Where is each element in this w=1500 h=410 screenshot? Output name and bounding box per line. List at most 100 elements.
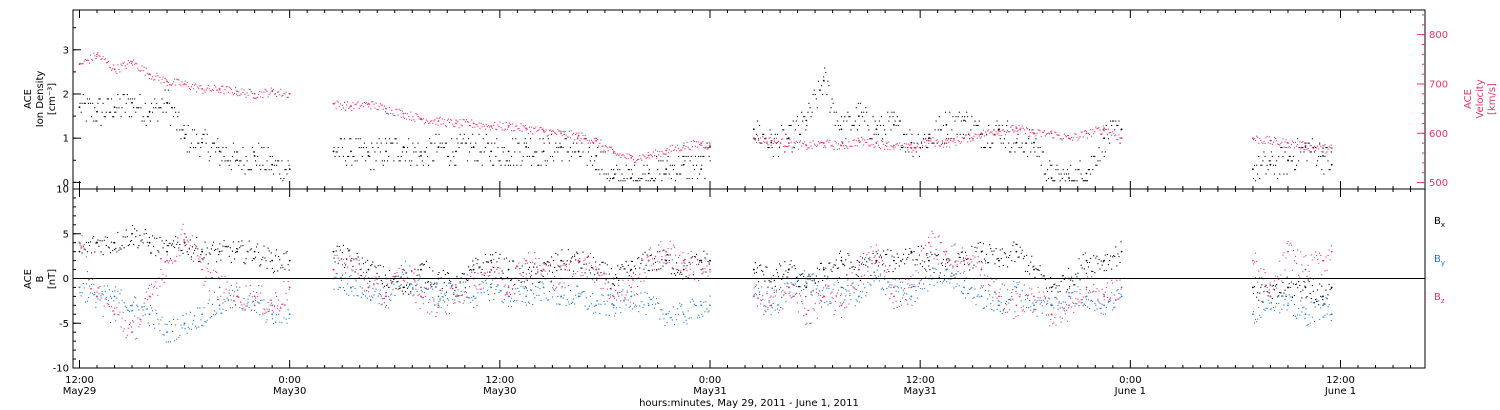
data-dot-velocity (494, 121, 496, 123)
data-point-ion-density (700, 168, 703, 171)
data-dot-bx (112, 250, 114, 252)
data-dot-velocity (242, 91, 244, 93)
data-dot-ion-density (1059, 180, 1061, 182)
data-dot-ion-density (965, 120, 967, 122)
data-dot-bx (176, 243, 178, 245)
data-dot-velocity (103, 59, 105, 61)
data-dot-bz (610, 288, 612, 290)
data-dot-velocity (373, 103, 375, 105)
data-dot-by (573, 298, 575, 300)
data-dot-bx (506, 277, 508, 279)
data-dot-bz (449, 313, 451, 315)
data-dot-bx (386, 285, 388, 287)
data-dot-bx (377, 265, 379, 267)
data-dot-bx (264, 257, 266, 259)
data-dot-by (246, 305, 248, 307)
data-dot-bz (848, 303, 850, 305)
data-dot-by (908, 287, 910, 289)
data-dot-velocity (1091, 135, 1093, 137)
data-dot-bx (917, 245, 919, 247)
data-dot-by (466, 296, 468, 298)
data-dot-ion-density (873, 133, 875, 135)
data-dot-bz (551, 281, 553, 283)
data-dot-velocity (858, 141, 860, 143)
data-point-bz (525, 259, 527, 262)
data-dot-velocity (87, 59, 89, 61)
data-dot-ion-density (232, 142, 234, 144)
data-dot-by (391, 293, 393, 295)
data-dot-bx (1054, 283, 1056, 285)
data-dot-ion-density (940, 129, 942, 131)
data-dot-velocity (102, 56, 104, 58)
data-point-ion-density (1085, 172, 1088, 175)
data-dot-bz (208, 290, 210, 292)
data-dot-velocity (996, 133, 998, 135)
data-dot-bx (563, 263, 565, 265)
data-point-velocity (998, 129, 1000, 132)
data-dot-ion-density (1074, 180, 1076, 182)
data-dot-velocity (909, 144, 911, 146)
data-dot-bx (919, 263, 921, 265)
data-dot-by (897, 291, 899, 293)
data-dot-ion-density (772, 155, 774, 157)
data-dot-ion-density (655, 178, 657, 180)
data-dot-bz (563, 282, 565, 284)
data-dot-bz (703, 271, 705, 273)
data-dot-ion-density (518, 142, 520, 144)
data-point-bz (998, 295, 1000, 298)
data-dot-ion-density (524, 138, 526, 140)
data-dot-bz (665, 255, 667, 257)
data-dot-by (523, 288, 525, 290)
data-dot-by (919, 287, 921, 289)
data-dot-velocity (1267, 142, 1269, 144)
data-dot-bz (457, 289, 459, 291)
data-dot-bz (876, 260, 878, 262)
data-dot-velocity (661, 150, 663, 152)
data-dot-by (140, 318, 142, 320)
data-dot-bx (286, 251, 288, 253)
data-dot-bx (403, 286, 405, 288)
data-dot-bx (141, 239, 143, 241)
data-dot-bx (407, 287, 409, 289)
data-dot-ion-density (1313, 151, 1315, 153)
data-dot-velocity (388, 113, 390, 115)
data-dot-bx (147, 245, 149, 247)
data-dot-by (890, 287, 892, 289)
data-dot-by (480, 292, 482, 294)
data-dot-ion-density (247, 169, 249, 171)
data-dot-velocity (1089, 134, 1091, 136)
data-dot-velocity (973, 135, 975, 137)
data-dot-bx (279, 259, 281, 261)
data-dot-by (489, 300, 491, 302)
data-dot-velocity (279, 94, 281, 96)
data-dot-by (255, 299, 257, 301)
data-dot-by (204, 321, 206, 323)
data-dot-by (769, 305, 771, 307)
data-dot-velocity (636, 160, 638, 162)
data-dot-by (898, 278, 900, 280)
data-dot-velocity (833, 148, 835, 150)
data-dot-by (865, 295, 867, 297)
data-dot-bz (495, 276, 497, 278)
data-dot-bz (834, 309, 836, 311)
data-dot-ion-density (980, 147, 982, 149)
data-dot-bz (684, 262, 686, 264)
data-dot-bx (184, 245, 186, 247)
data-dot-ion-density (1309, 151, 1311, 153)
data-dot-by (149, 305, 151, 307)
data-dot-velocity (766, 141, 768, 143)
data-dot-bx (783, 273, 785, 275)
data-dot-ion-density (791, 151, 793, 153)
data-dot-bz (421, 291, 423, 293)
data-dot-ion-density (763, 133, 765, 135)
data-dot-velocity (554, 132, 556, 134)
data-dot-velocity (1111, 134, 1113, 136)
data-dot-bz (602, 287, 604, 289)
data-dot-by (336, 273, 338, 275)
data-point-bz (1330, 250, 1333, 253)
data-dot-velocity (1043, 130, 1045, 132)
data-dot-velocity (620, 157, 622, 159)
data-dot-ion-density (590, 155, 592, 157)
data-dot-by (545, 297, 547, 299)
data-dot-ion-density (665, 173, 667, 175)
